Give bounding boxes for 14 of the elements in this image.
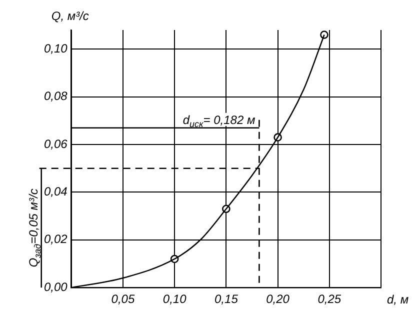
y-tick-label: 0,08	[44, 89, 68, 104]
y-tick-label: 0,04	[44, 184, 68, 199]
y-axis-title: Q, м³/с	[51, 9, 89, 23]
y-tick-label: 0,10	[44, 41, 68, 56]
y-tick-label: 0,06	[44, 136, 68, 151]
x-tick-label: 0,20	[266, 292, 290, 306]
x-tick-label: 0,05	[111, 292, 135, 306]
y-tick-label: 0,02	[44, 232, 68, 246]
x-tick-label: 0,10	[162, 292, 187, 306]
ref-line-label: Qзад=0,05 м³/с	[26, 188, 42, 268]
x-tick-label: 0,25	[318, 292, 342, 306]
y-tick-label: 0,00	[44, 280, 68, 294]
x-tick-label: 0,15	[214, 292, 238, 306]
x-axis-title: d, м	[387, 292, 409, 307]
